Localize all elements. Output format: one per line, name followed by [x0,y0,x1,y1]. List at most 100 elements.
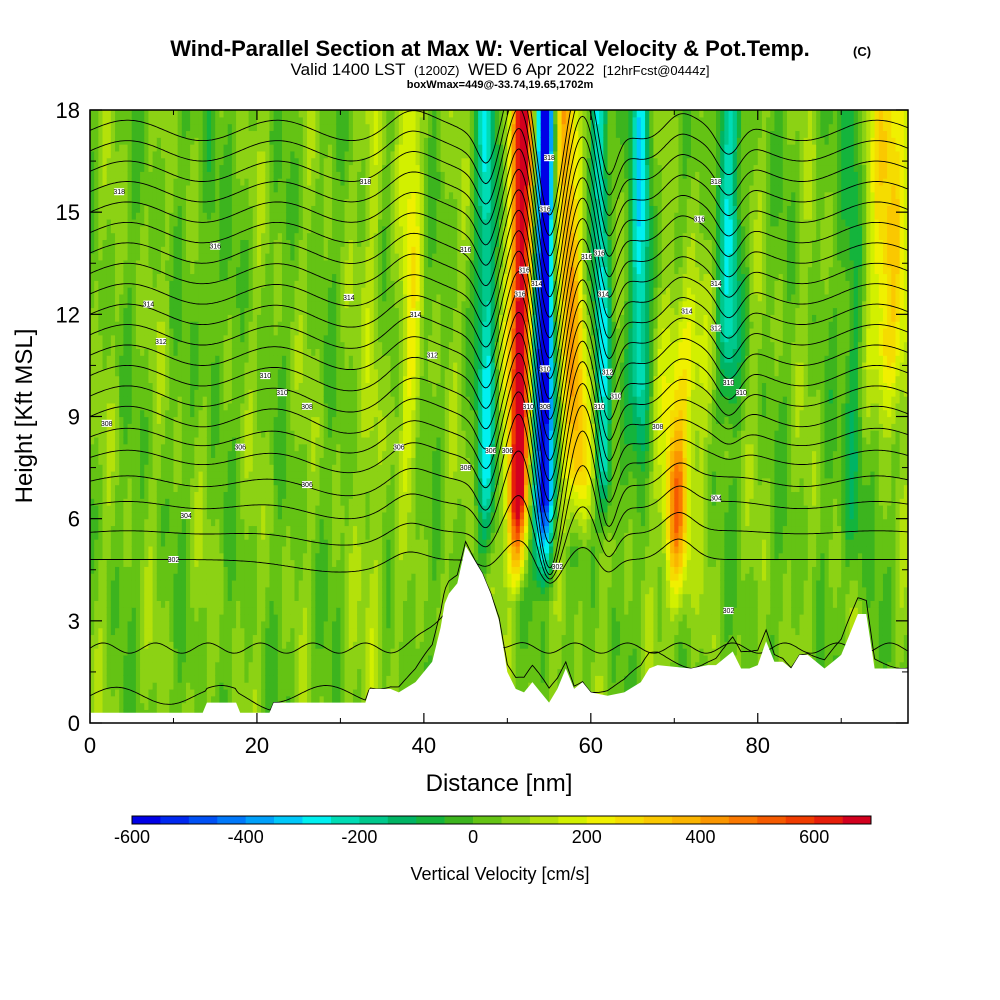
velocity-cell [128,164,133,171]
velocity-cell [98,362,103,369]
velocity-cell [103,260,108,267]
velocity-cell [295,403,300,410]
velocity-cell [94,280,99,287]
velocity-cell [269,192,274,199]
velocity-cell [303,464,308,471]
velocity-cell [182,675,187,682]
velocity-cell [169,689,174,696]
velocity-cell [207,376,212,383]
velocity-cell [265,192,270,199]
velocity-cell [161,594,166,601]
velocity-cell [265,566,270,573]
velocity-cell [286,491,291,498]
velocity-cell [244,192,249,199]
velocity-cell [265,607,270,614]
velocity-cell [240,151,245,158]
velocity-cell [132,485,137,492]
velocity-cell [215,532,220,539]
velocity-cell [269,587,274,594]
velocity-cell [228,498,233,505]
velocity-cell [232,566,237,573]
velocity-cell [295,451,300,458]
velocity-cell [94,703,99,710]
velocity-cell [148,137,153,144]
velocity-cell [136,505,141,512]
velocity-cell [169,546,174,553]
velocity-cell [299,171,304,178]
velocity-cell [157,239,162,246]
velocity-cell [224,267,229,274]
velocity-cell [224,280,229,287]
velocity-cell [295,280,300,287]
velocity-cell [286,185,291,192]
velocity-cell [240,199,245,206]
velocity-cell [215,539,220,546]
velocity-cell [311,451,316,458]
velocity-cell [320,655,325,662]
velocity-cell [265,587,270,594]
velocity-cell [286,553,291,560]
velocity-cell [224,498,229,505]
velocity-cell [320,505,325,512]
velocity-cell [128,457,133,464]
velocity-cell [153,560,158,567]
velocity-cell [261,471,266,478]
velocity-cell [190,628,195,635]
velocity-cell [203,628,208,635]
velocity-cell [119,594,124,601]
velocity-cell [103,219,108,226]
velocity-cell [98,662,103,669]
velocity-cell [307,321,312,328]
velocity-cell [311,301,316,308]
velocity-cell [257,124,262,131]
velocity-cell [274,308,279,315]
velocity-cell [311,498,316,505]
velocity-cell [190,205,195,212]
velocity-cell [161,233,166,240]
velocity-cell [282,675,287,682]
velocity-cell [265,267,270,274]
velocity-cell [299,580,304,587]
velocity-cell [261,423,266,430]
velocity-cell [173,525,178,532]
velocity-cell [290,587,295,594]
velocity-cell [165,403,170,410]
velocity-cell [153,628,158,635]
velocity-cell [282,464,287,471]
velocity-cell [215,587,220,594]
velocity-cell [315,260,320,267]
velocity-cell [219,505,224,512]
velocity-cell [261,246,266,253]
velocity-cell [307,382,312,389]
velocity-cell [249,212,254,219]
velocity-cell [278,566,283,573]
velocity-cell [253,273,258,280]
velocity-cell [253,485,258,492]
velocity-cell [299,117,304,124]
velocity-cell [173,164,178,171]
velocity-cell [219,267,224,274]
velocity-cell [128,607,133,614]
velocity-cell [94,519,99,526]
velocity-cell [111,539,116,546]
velocity-cell [286,246,291,253]
velocity-cell [232,580,237,587]
velocity-cell [240,703,245,710]
velocity-cell [111,328,116,335]
velocity-cell [261,628,266,635]
velocity-cell [161,621,166,628]
velocity-cell [94,199,99,206]
velocity-cell [269,253,274,260]
velocity-cell [240,403,245,410]
velocity-cell [153,532,158,539]
velocity-cell [303,621,308,628]
velocity-cell [232,110,237,117]
velocity-cell [199,587,204,594]
velocity-cell [307,669,312,676]
velocity-cell [269,675,274,682]
velocity-cell [144,478,149,485]
velocity-cell [123,314,128,321]
velocity-cell [282,417,287,424]
velocity-cell [228,675,233,682]
cross-section-chart: Wind-Parallel Section at Max W: Vertical… [0,0,1000,1000]
